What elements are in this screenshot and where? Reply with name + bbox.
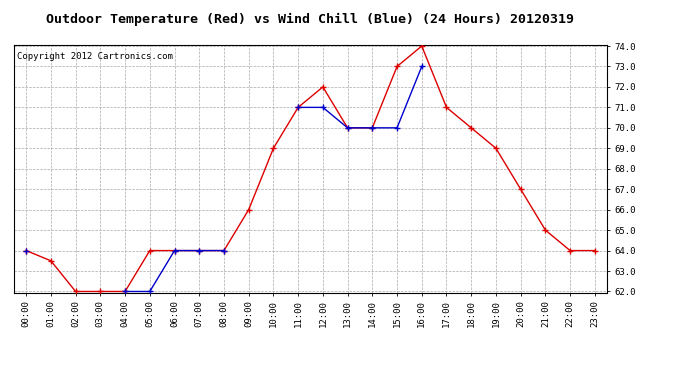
Text: Copyright 2012 Cartronics.com: Copyright 2012 Cartronics.com [17,53,172,62]
Text: Outdoor Temperature (Red) vs Wind Chill (Blue) (24 Hours) 20120319: Outdoor Temperature (Red) vs Wind Chill … [46,13,575,26]
